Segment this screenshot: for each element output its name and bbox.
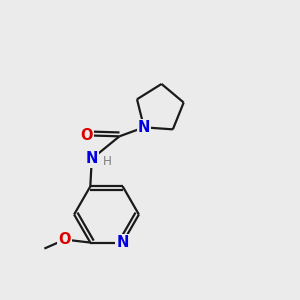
Text: O: O: [58, 232, 71, 247]
Text: N: N: [85, 151, 98, 166]
Text: N: N: [116, 235, 129, 250]
Text: O: O: [80, 128, 93, 143]
Text: H: H: [103, 155, 112, 168]
Text: N: N: [138, 120, 150, 135]
